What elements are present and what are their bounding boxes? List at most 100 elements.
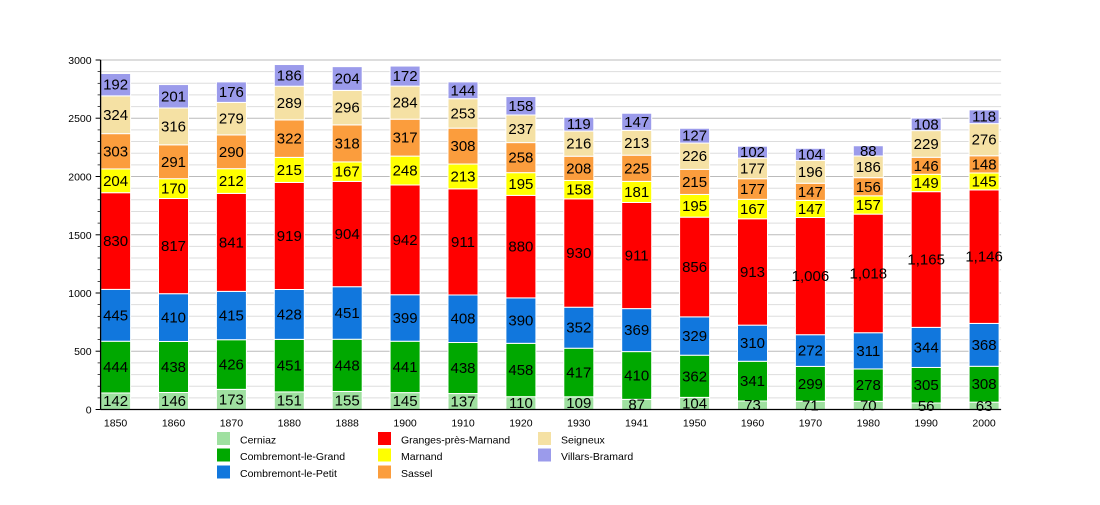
- svg-text:146: 146: [914, 158, 939, 175]
- svg-text:148: 148: [972, 156, 997, 173]
- svg-text:2000: 2000: [972, 418, 996, 430]
- svg-text:408: 408: [450, 311, 475, 328]
- svg-text:147: 147: [798, 201, 823, 218]
- svg-text:311: 311: [856, 343, 880, 360]
- svg-text:149: 149: [914, 175, 939, 192]
- svg-text:204: 204: [335, 71, 360, 88]
- svg-text:Seigneux: Seigneux: [561, 435, 606, 447]
- svg-text:Sassel: Sassel: [401, 468, 433, 480]
- svg-text:1980: 1980: [857, 418, 881, 430]
- svg-text:177: 177: [740, 181, 765, 198]
- svg-text:226: 226: [682, 148, 707, 165]
- svg-text:841: 841: [219, 234, 244, 251]
- svg-text:1860: 1860: [162, 418, 186, 430]
- svg-text:186: 186: [856, 159, 881, 176]
- svg-text:204: 204: [103, 173, 128, 190]
- svg-text:1888: 1888: [336, 418, 360, 430]
- svg-text:Combremont-le-Grand: Combremont-le-Grand: [240, 451, 345, 463]
- svg-text:137: 137: [450, 394, 475, 411]
- svg-text:341: 341: [740, 373, 765, 390]
- svg-text:145: 145: [393, 393, 418, 410]
- svg-text:177: 177: [740, 160, 765, 177]
- svg-text:1,018: 1,018: [850, 265, 888, 282]
- svg-text:880: 880: [508, 239, 533, 256]
- svg-text:1990: 1990: [915, 418, 939, 430]
- svg-text:156: 156: [856, 179, 881, 196]
- svg-text:1880: 1880: [278, 418, 302, 430]
- svg-text:904: 904: [335, 226, 360, 243]
- svg-text:913: 913: [740, 264, 765, 281]
- svg-text:291: 291: [161, 154, 186, 171]
- svg-text:919: 919: [277, 228, 302, 245]
- svg-text:147: 147: [798, 184, 823, 201]
- svg-text:195: 195: [682, 198, 707, 215]
- svg-text:71: 71: [802, 397, 819, 414]
- svg-text:144: 144: [450, 82, 475, 99]
- svg-text:296: 296: [335, 100, 360, 117]
- svg-text:215: 215: [277, 162, 302, 179]
- svg-text:142: 142: [103, 393, 128, 410]
- svg-text:151: 151: [277, 393, 302, 410]
- svg-text:344: 344: [914, 339, 939, 356]
- svg-text:417: 417: [566, 365, 591, 382]
- svg-text:145: 145: [972, 174, 997, 191]
- svg-text:258: 258: [508, 150, 533, 167]
- svg-text:316: 316: [161, 118, 186, 135]
- svg-text:1900: 1900: [393, 418, 417, 430]
- svg-text:322: 322: [277, 131, 302, 148]
- svg-text:410: 410: [161, 310, 186, 327]
- svg-text:167: 167: [335, 164, 360, 181]
- svg-text:208: 208: [566, 160, 591, 177]
- svg-text:276: 276: [972, 132, 997, 149]
- svg-text:186: 186: [277, 67, 302, 84]
- svg-text:225: 225: [624, 160, 649, 177]
- svg-text:438: 438: [161, 359, 186, 376]
- svg-text:1870: 1870: [220, 418, 244, 430]
- svg-text:368: 368: [972, 337, 997, 354]
- svg-text:102: 102: [740, 144, 765, 161]
- svg-text:158: 158: [508, 98, 533, 115]
- svg-text:352: 352: [566, 320, 591, 337]
- svg-text:158: 158: [566, 182, 591, 199]
- svg-text:213: 213: [624, 135, 649, 152]
- svg-text:1,165: 1,165: [907, 252, 945, 269]
- svg-text:303: 303: [103, 143, 128, 160]
- svg-text:441: 441: [393, 359, 418, 376]
- svg-text:369: 369: [624, 322, 649, 339]
- svg-text:911: 911: [625, 248, 649, 265]
- svg-text:2500: 2500: [68, 113, 92, 125]
- svg-text:1,006: 1,006: [792, 268, 830, 285]
- svg-text:176: 176: [219, 84, 244, 101]
- svg-text:88: 88: [860, 143, 877, 160]
- svg-text:229: 229: [914, 136, 939, 153]
- svg-text:118: 118: [972, 109, 996, 126]
- svg-text:448: 448: [335, 357, 360, 374]
- svg-text:119: 119: [567, 116, 591, 133]
- svg-text:279: 279: [219, 111, 244, 128]
- svg-text:3000: 3000: [68, 55, 92, 67]
- svg-text:196: 196: [798, 164, 823, 181]
- svg-text:930: 930: [566, 245, 591, 262]
- svg-text:0: 0: [86, 405, 92, 417]
- svg-text:856: 856: [682, 259, 707, 276]
- svg-text:104: 104: [798, 146, 823, 163]
- svg-text:308: 308: [450, 138, 475, 155]
- svg-text:942: 942: [393, 232, 418, 249]
- svg-text:1920: 1920: [509, 418, 533, 430]
- svg-text:201: 201: [161, 88, 186, 105]
- svg-text:1850: 1850: [104, 418, 128, 430]
- svg-text:500: 500: [74, 346, 92, 358]
- svg-text:289: 289: [277, 95, 302, 112]
- svg-text:1,146: 1,146: [965, 249, 1003, 266]
- svg-text:438: 438: [450, 360, 475, 377]
- svg-text:56: 56: [918, 398, 935, 415]
- svg-text:324: 324: [103, 107, 128, 124]
- svg-text:146: 146: [161, 393, 186, 410]
- svg-text:1941: 1941: [625, 418, 649, 430]
- svg-text:390: 390: [508, 313, 533, 330]
- svg-text:Villars-Bramard: Villars-Bramard: [561, 451, 633, 463]
- svg-text:172: 172: [393, 68, 418, 85]
- svg-text:458: 458: [508, 362, 533, 379]
- svg-text:451: 451: [277, 358, 302, 375]
- svg-text:329: 329: [682, 328, 707, 345]
